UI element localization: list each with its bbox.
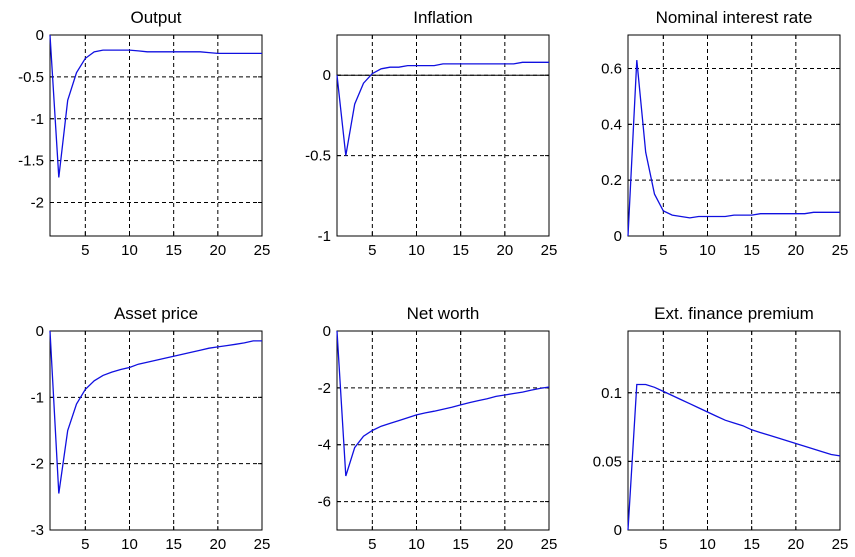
chart-title: Output [130, 8, 181, 27]
chart-panel: Ext. finance premium 5 10 15 20 25 0 0.05 0.1 [593, 304, 849, 553]
x-tick-label: 20 [787, 536, 804, 553]
x-tick-label: 10 [699, 536, 716, 553]
chart-title: Inflation [413, 8, 473, 27]
chart-title: Nominal interest rate [656, 8, 813, 27]
x-tick-label: 25 [832, 242, 849, 259]
chart-panel: Asset price 5 10 15 20 25 -3 -2 -1 0 [31, 304, 271, 553]
chart-panel: Net worth 5 10 15 20 25 -6 -4 -2 0 [318, 304, 558, 553]
y-tick-label: 0.1 [601, 385, 622, 402]
y-tick-label: 0.4 [601, 116, 622, 133]
x-tick-label: 15 [165, 242, 182, 259]
response-series-line [627, 383, 841, 531]
x-tick-label: 5 [368, 536, 376, 553]
y-tick-label: -1 [31, 389, 44, 406]
response-series-line [49, 34, 262, 178]
x-tick-label: 20 [209, 242, 226, 259]
x-tick-label: 10 [408, 536, 425, 553]
y-tick-label: -1 [31, 111, 44, 128]
response-series-line [627, 60, 840, 237]
chart-title: Net worth [407, 304, 480, 323]
x-tick-label: 25 [254, 536, 271, 553]
x-tick-label: 5 [659, 242, 667, 259]
x-tick-label: 10 [408, 242, 425, 259]
plot-frame [627, 34, 841, 237]
response-series-line [49, 330, 262, 494]
plot-frame [49, 330, 263, 531]
y-tick-label: -2 [31, 195, 44, 212]
plot-frame [336, 34, 550, 237]
x-tick-label: 5 [659, 536, 667, 553]
x-tick-label: 25 [541, 242, 558, 259]
x-tick-label: 5 [81, 242, 89, 259]
x-tick-label: 20 [209, 536, 226, 553]
x-tick-label: 20 [787, 242, 804, 259]
y-tick-label: -2 [318, 380, 331, 397]
y-tick-label: 0 [323, 67, 331, 84]
x-tick-label: 25 [254, 242, 271, 259]
y-tick-label: -0.5 [305, 148, 331, 165]
y-tick-label: -1.5 [18, 153, 44, 170]
y-tick-label: 0 [614, 522, 622, 539]
x-tick-label: 15 [743, 536, 760, 553]
y-tick-label: 0.6 [601, 61, 622, 78]
y-tick-label: 0.2 [601, 172, 622, 189]
x-tick-label: 5 [81, 536, 89, 553]
plot-frame [49, 34, 263, 237]
x-tick-label: 15 [452, 242, 469, 259]
chart-panel: Inflation 5 10 15 20 25 -1 -0.5 0 [305, 8, 557, 259]
plot-frame [336, 330, 550, 531]
x-tick-label: 20 [496, 242, 513, 259]
x-tick-label: 25 [832, 536, 849, 553]
plot-frame [627, 330, 841, 531]
response-series-line [336, 61, 549, 156]
x-tick-label: 15 [743, 242, 760, 259]
x-tick-label: 15 [452, 536, 469, 553]
y-tick-label: -1 [318, 228, 331, 245]
x-tick-label: 20 [496, 536, 513, 553]
x-tick-label: 10 [699, 242, 716, 259]
y-tick-label: 0 [323, 323, 331, 340]
x-tick-label: 25 [541, 536, 558, 553]
y-tick-label: 0 [614, 228, 622, 245]
y-tick-label: -0.5 [18, 69, 44, 86]
response-series-line [336, 330, 550, 477]
chart-title: Asset price [114, 304, 198, 323]
y-tick-label: -3 [31, 522, 44, 539]
x-tick-label: 10 [121, 242, 138, 259]
y-tick-label: 0 [36, 27, 44, 44]
x-tick-label: 15 [165, 536, 182, 553]
y-tick-label: 0 [36, 323, 44, 340]
y-tick-label: -6 [318, 494, 331, 511]
y-tick-label: -2 [31, 456, 44, 473]
chart-panel: Output 5 10 15 20 25 -2 -1.5 -1 -0.5 0 [18, 8, 270, 259]
x-tick-label: 5 [368, 242, 376, 259]
chart-panel: Nominal interest rate 5 10 15 20 25 0 0.2 0.4 0.6 [601, 8, 848, 259]
y-tick-label: -4 [318, 437, 331, 454]
x-tick-label: 10 [121, 536, 138, 553]
chart-title: Ext. finance premium [654, 304, 814, 323]
y-tick-label: 0.05 [593, 453, 622, 470]
